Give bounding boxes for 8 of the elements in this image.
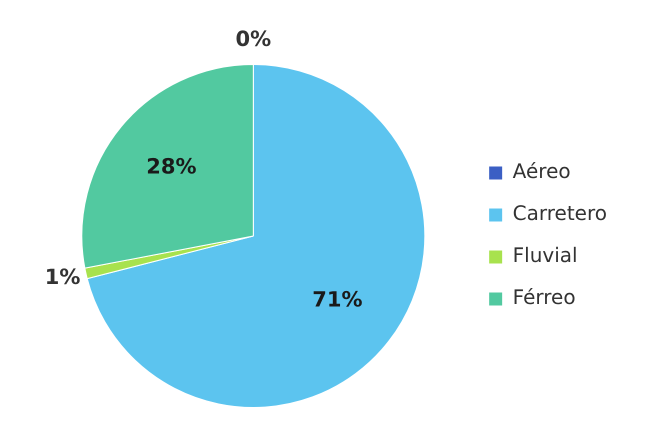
legend-label: Fluvial [512,243,578,268]
text: 0% [236,26,272,51]
data-label: 71% [312,288,362,312]
data-label: 28% [146,154,197,179]
data-label: 1% [44,265,80,290]
legend-label: Férreo [512,285,576,310]
legend-label: Aéreo [512,159,571,184]
legend-label: Carretero [512,201,608,226]
